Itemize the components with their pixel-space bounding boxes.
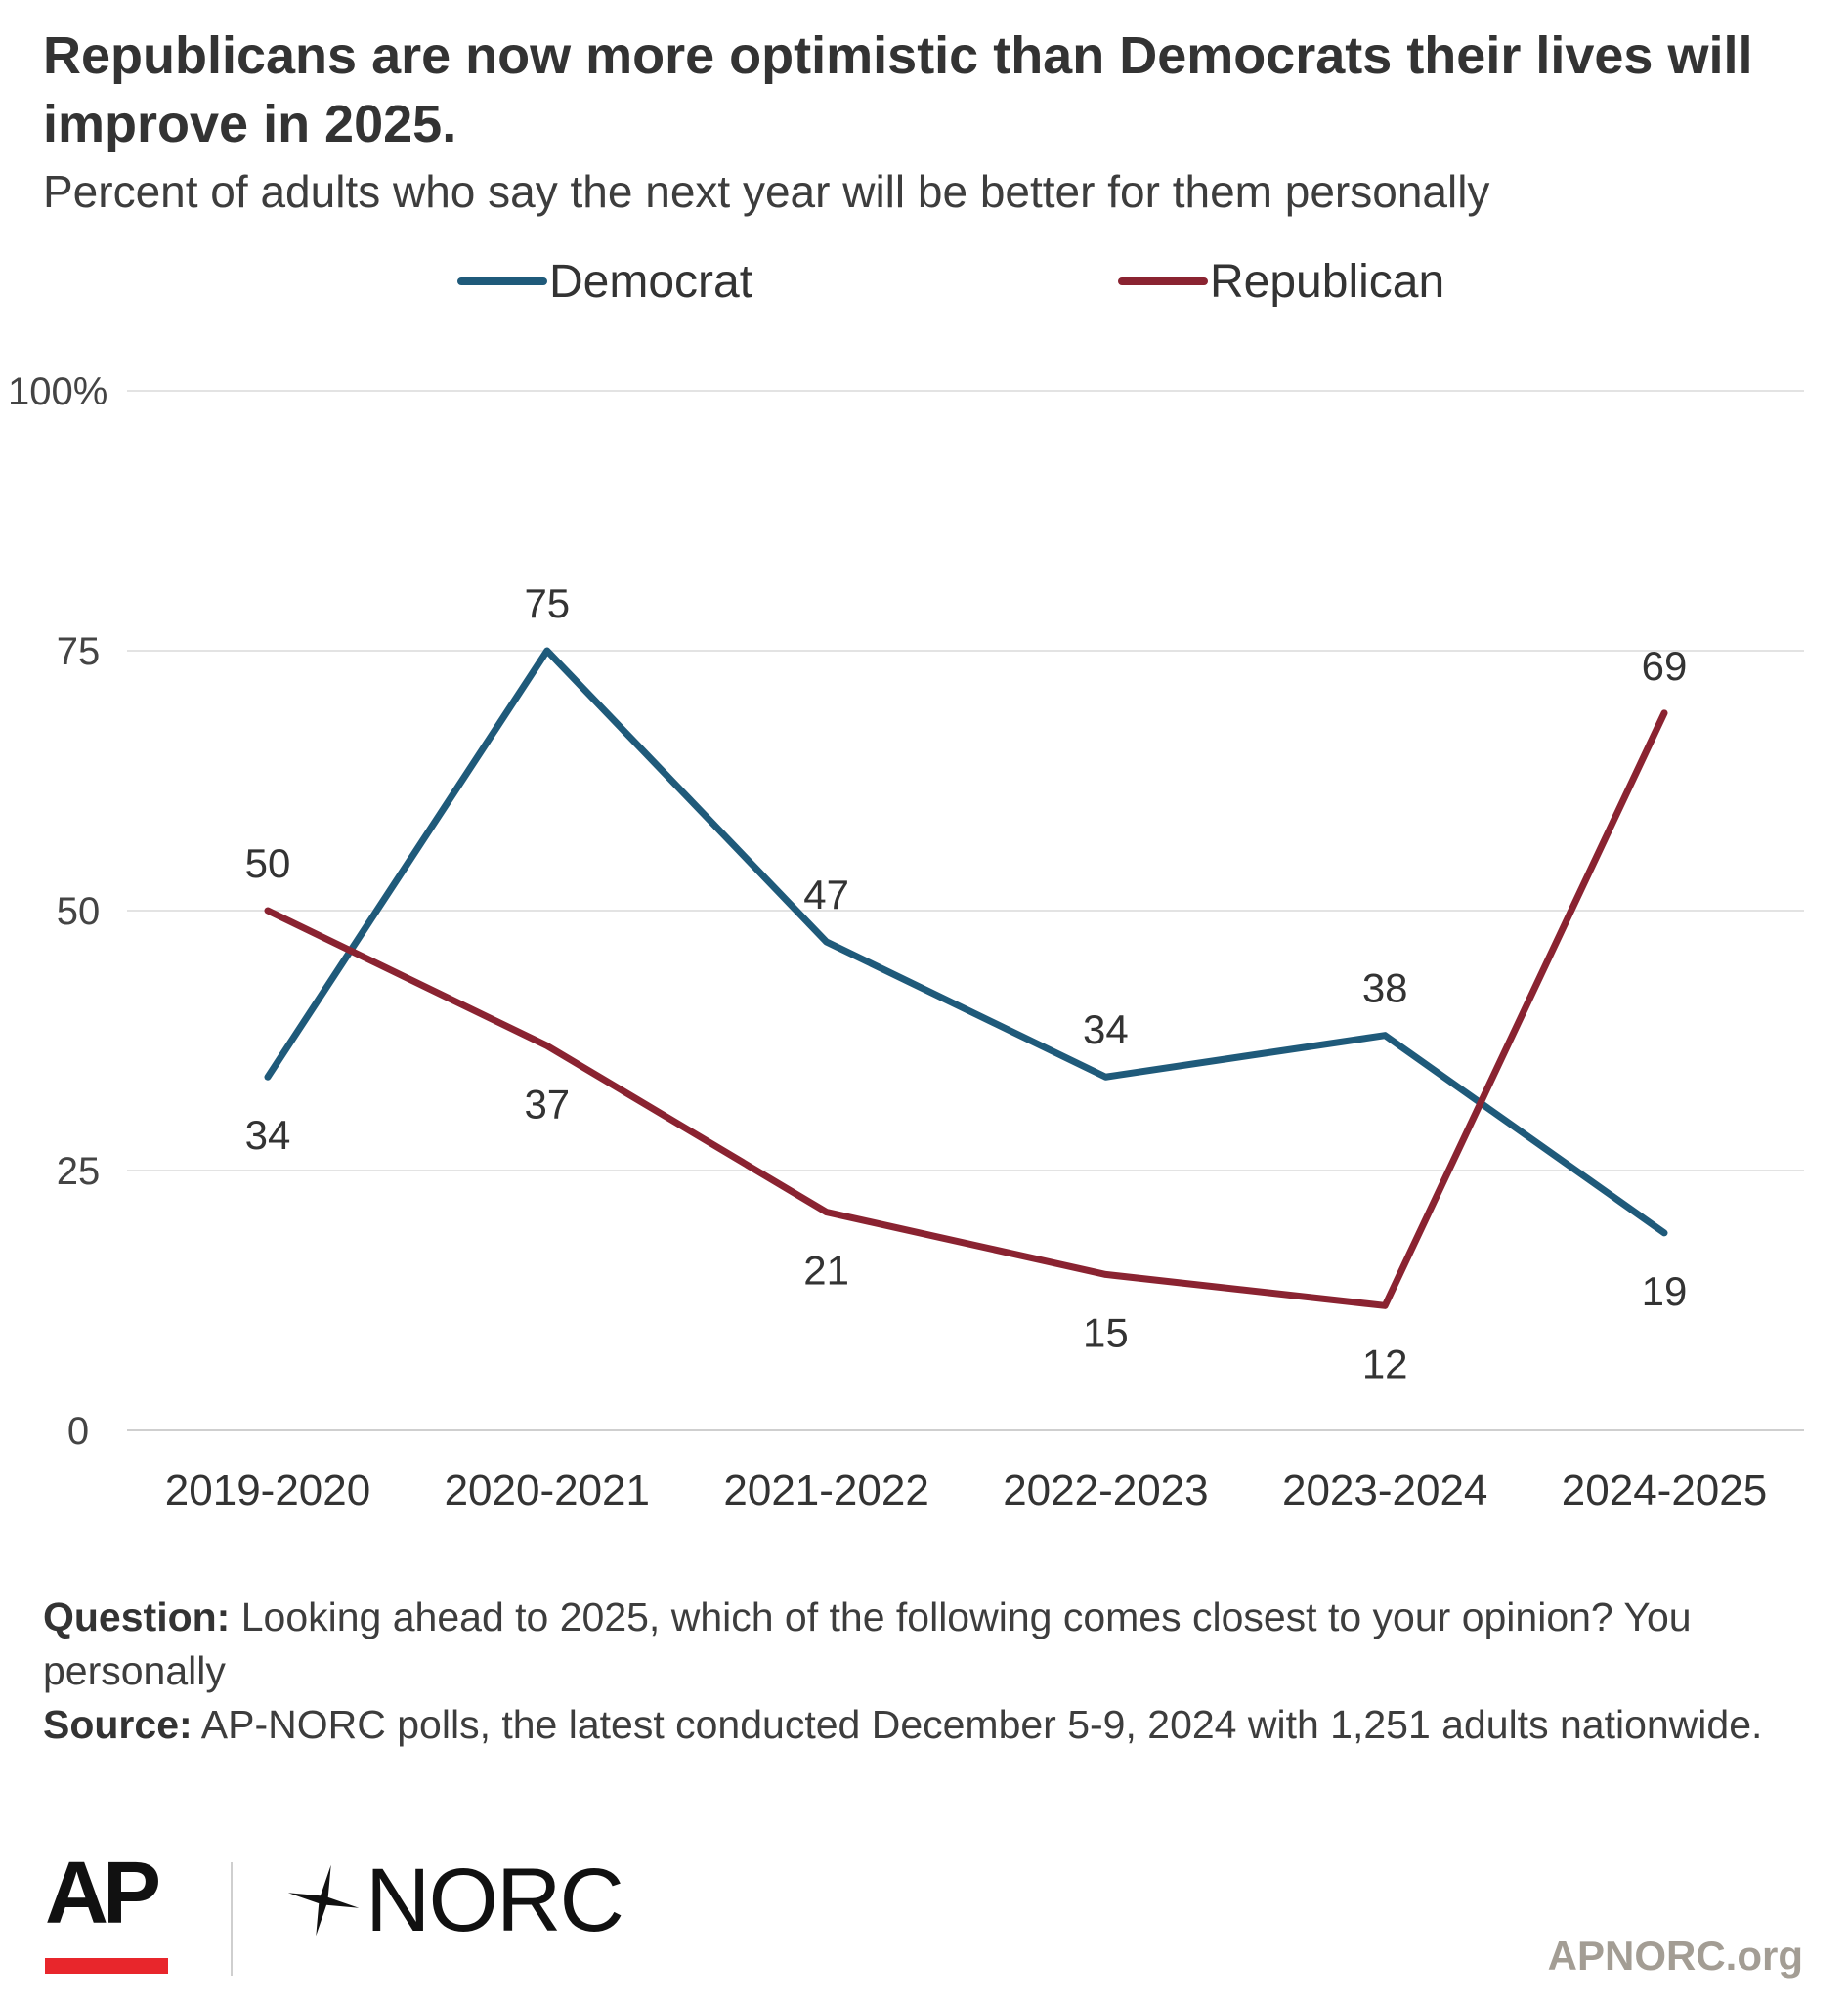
- legend-item-republican: Republican: [1118, 250, 1444, 313]
- legend-swatch-republican: [1118, 277, 1208, 285]
- data-label-republican: 69: [1642, 643, 1688, 689]
- data-label-republican: 37: [524, 1081, 570, 1127]
- data-label-republican: 21: [803, 1248, 849, 1294]
- question-text: Looking ahead to 2025, which of the foll…: [43, 1595, 1692, 1693]
- x-tick-label: 2021-2022: [723, 1467, 928, 1514]
- ap-logo-text: AP: [45, 1845, 161, 1942]
- data-label-democrat: 34: [245, 1112, 291, 1158]
- data-label-democrat: 38: [1362, 965, 1408, 1011]
- site-link[interactable]: APNORC.org: [1547, 1933, 1803, 1979]
- data-label-republican: 15: [1083, 1309, 1129, 1355]
- question-note: Question: Looking ahead to 2025, which o…: [43, 1591, 1812, 1698]
- norc-logo-text: NORC: [365, 1851, 624, 1950]
- legend-swatch-democrat: [457, 277, 547, 285]
- data-label-republican: 12: [1362, 1341, 1408, 1386]
- ap-logo: AP: [45, 1845, 168, 1977]
- legend-label-republican: Republican: [1210, 255, 1445, 308]
- series-line-republican: [264, 709, 1668, 1309]
- y-tick-label: 50: [57, 890, 101, 933]
- ap-logo-bar: [45, 1958, 168, 1974]
- source-note: Source: AP-NORC polls, the latest conduc…: [43, 1698, 1812, 1752]
- data-label-democrat: 34: [1083, 1006, 1129, 1052]
- y-tick-label: 100%: [8, 370, 107, 413]
- chart-notes: Question: Looking ahead to 2025, which o…: [43, 1591, 1812, 1752]
- data-label-democrat: 75: [524, 580, 570, 626]
- legend: Democrat Republican: [0, 250, 1848, 313]
- chart-title: Republicans are now more optimistic than…: [43, 26, 1753, 153]
- source-label: Source:: [43, 1702, 193, 1747]
- y-tick-label: 25: [57, 1150, 101, 1193]
- x-tick-label: 2023-2024: [1282, 1467, 1487, 1514]
- x-tick-label: 2020-2021: [445, 1467, 650, 1514]
- norc-star-icon: [287, 1864, 360, 1937]
- norc-logo: NORC: [283, 1847, 624, 1954]
- source-text: AP-NORC polls, the latest conducted Dece…: [192, 1702, 1763, 1747]
- data-label-democrat: 47: [803, 872, 849, 917]
- logo-divider: [231, 1862, 233, 1976]
- x-tick-label: 2022-2023: [1003, 1467, 1208, 1514]
- y-tick-label: 0: [67, 1410, 89, 1453]
- chart-subtitle: Percent of adults who say the next year …: [43, 166, 1490, 217]
- y-tick-label: 75: [57, 630, 101, 673]
- x-tick-label: 2019-2020: [165, 1467, 370, 1514]
- question-label: Question:: [43, 1595, 231, 1639]
- x-tick-label: 2024-2025: [1562, 1467, 1767, 1514]
- line-chart: 0 25 50 75 100% 2019-2020 2020-2021 2021-2022 20…: [8, 370, 1804, 1514]
- data-label-republican: 50: [245, 840, 291, 886]
- legend-label-democrat: Democrat: [549, 255, 753, 308]
- series-line-democrat: [264, 647, 1668, 1237]
- legend-item-democrat: Democrat: [457, 250, 752, 313]
- data-label-democrat: 19: [1642, 1268, 1688, 1314]
